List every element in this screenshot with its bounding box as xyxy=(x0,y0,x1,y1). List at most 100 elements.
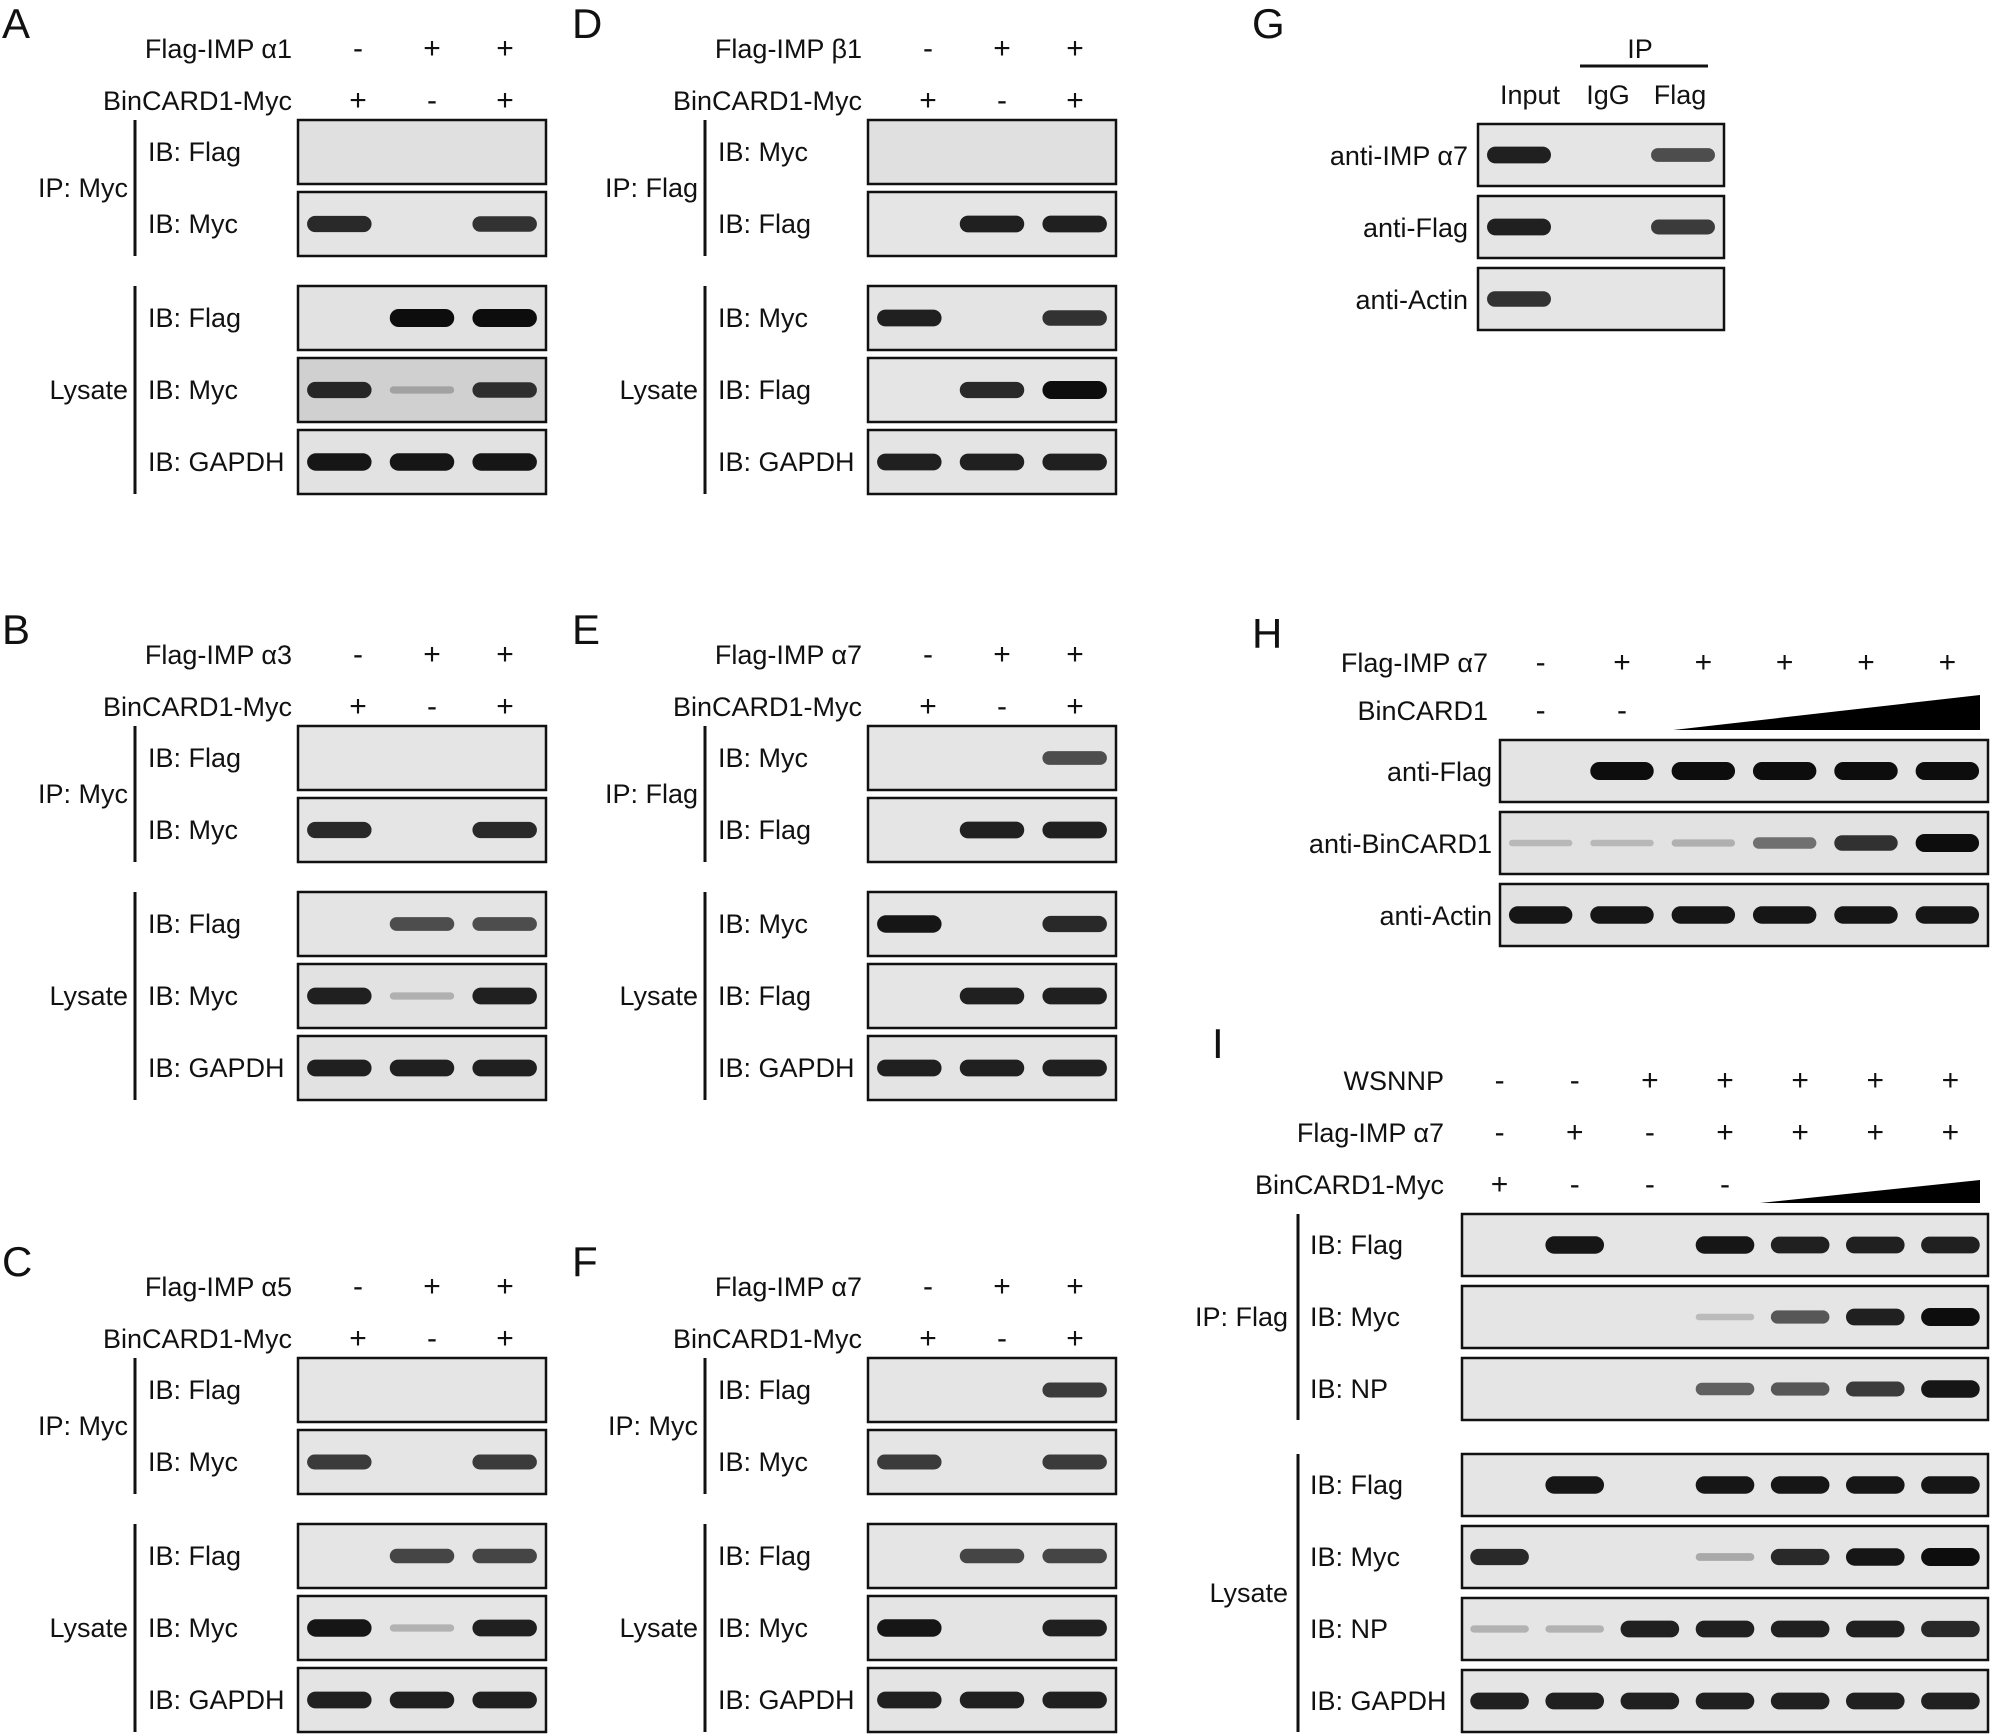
band xyxy=(472,1059,537,1077)
condition-sign: + xyxy=(1857,646,1875,679)
band xyxy=(1921,1548,1980,1566)
blot-label: IB: Flag xyxy=(148,1541,241,1571)
group-label: IP: Flag xyxy=(1195,1302,1288,1332)
condition-label: Flag-IMP α7 xyxy=(715,1272,862,1302)
blot-membrane xyxy=(1460,1452,1990,1518)
condition-label: Flag-IMP α7 xyxy=(715,640,862,670)
condition-sign: - xyxy=(1536,694,1546,727)
group-label: IP: Myc xyxy=(38,173,128,203)
blot-membrane xyxy=(1476,122,1726,188)
condition-label: BinCARD1-Myc xyxy=(673,86,862,116)
band xyxy=(1834,835,1898,851)
blot-membrane xyxy=(296,428,548,496)
condition-sign: + xyxy=(993,32,1011,65)
condition-sign: - xyxy=(353,32,363,65)
blot-label: IB: Flag xyxy=(148,743,241,773)
band xyxy=(1042,215,1107,233)
panel-d: D Flag-IMP β1 - + + BinCARD1-Myc + - + IB: Myc IB:… xyxy=(572,0,1118,496)
panel-letter: H xyxy=(1252,610,1282,657)
condition-label: Flag-IMP α7 xyxy=(1341,648,1488,678)
band xyxy=(1921,1308,1980,1326)
band xyxy=(472,1619,537,1637)
band xyxy=(1921,1620,1980,1638)
band xyxy=(1770,1236,1830,1254)
band xyxy=(389,309,455,327)
membrane-frame xyxy=(1498,810,1990,876)
condition-sign: + xyxy=(1942,1064,1960,1097)
condition-sign: + xyxy=(1867,1064,1885,1097)
band xyxy=(877,1059,942,1077)
band xyxy=(959,1548,1025,1564)
band xyxy=(1508,839,1573,847)
band xyxy=(1752,762,1817,780)
band xyxy=(1545,1236,1605,1254)
band xyxy=(1752,837,1817,849)
band xyxy=(1042,1059,1107,1077)
blot-membrane xyxy=(866,1356,1118,1424)
group-label: Lysate xyxy=(619,375,698,405)
blot-membrane xyxy=(296,118,548,186)
band xyxy=(959,1691,1025,1709)
band xyxy=(472,821,537,839)
panel-b: B Flag-IMP α3 - + + BinCARD1-Myc + - + IB: Flag IB… xyxy=(2,606,548,1102)
condition-sign: + xyxy=(496,32,514,65)
blot-label: IB: Flag xyxy=(718,375,811,405)
band xyxy=(389,917,455,931)
ip-label: IP xyxy=(1627,34,1653,64)
blot-label: IB: GAPDH xyxy=(718,447,855,477)
band xyxy=(1695,1553,1755,1561)
blot-membrane xyxy=(1460,1356,1990,1422)
blot-label: IB: Flag xyxy=(718,209,811,239)
blot-membrane xyxy=(866,190,1118,258)
blot-label: IB: GAPDH xyxy=(148,1685,285,1715)
band xyxy=(1770,1476,1830,1494)
condition-sign: + xyxy=(423,638,441,671)
condition-label: WSNNP xyxy=(1344,1066,1445,1096)
group-label: Lysate xyxy=(49,981,128,1011)
condition-sign: + xyxy=(1613,646,1631,679)
blot-membrane xyxy=(1460,1212,1990,1278)
blot-membrane xyxy=(1460,1524,1990,1590)
band xyxy=(1770,1548,1830,1566)
band xyxy=(877,915,942,933)
band xyxy=(472,987,537,1005)
blot-membrane xyxy=(866,118,1118,186)
condition-sign: + xyxy=(993,638,1011,671)
band xyxy=(1042,310,1107,326)
band xyxy=(1921,1692,1980,1710)
band xyxy=(1915,834,1980,852)
panel-a: A Flag-IMP α1 - + + BinCARD1-Myc + - + IB: Flag IB… xyxy=(2,0,548,496)
blot-label: anti-Actin xyxy=(1379,901,1492,931)
condition-sign: + xyxy=(1066,1270,1084,1303)
lane-label: Flag xyxy=(1654,80,1707,110)
panel-e: E Flag-IMP α7 - + + BinCARD1-Myc + - + IB: Myc IB:… xyxy=(572,606,1118,1102)
blot-label: IB: Flag xyxy=(1310,1470,1403,1500)
condition-sign: - xyxy=(1495,1116,1505,1149)
condition-label: BinCARD1-Myc xyxy=(1255,1170,1444,1200)
condition-sign: + xyxy=(496,1322,514,1355)
band xyxy=(472,453,537,471)
blot-membrane xyxy=(866,1594,1118,1662)
band xyxy=(877,1619,942,1637)
panel-letter: C xyxy=(2,1238,32,1285)
condition-sign: - xyxy=(1495,1064,1505,1097)
band xyxy=(389,453,455,471)
band xyxy=(1590,906,1654,924)
lane-label: IgG xyxy=(1586,80,1630,110)
condition-sign: - xyxy=(1570,1064,1580,1097)
band xyxy=(307,1059,372,1077)
band xyxy=(1845,1476,1905,1494)
band xyxy=(389,386,455,394)
condition-sign: - xyxy=(427,690,437,723)
blot-membrane xyxy=(866,1522,1118,1590)
band xyxy=(1845,1381,1905,1397)
blot-membrane xyxy=(866,1666,1118,1734)
blot-membrane xyxy=(866,890,1118,958)
blot-membrane xyxy=(296,724,548,792)
band xyxy=(1845,1308,1905,1326)
blot-membrane xyxy=(866,356,1118,424)
band xyxy=(959,381,1025,399)
blot-label: IB: Myc xyxy=(148,209,238,239)
blot-label: IB: Myc xyxy=(148,1447,238,1477)
blot-label: IB: Myc xyxy=(718,909,808,939)
